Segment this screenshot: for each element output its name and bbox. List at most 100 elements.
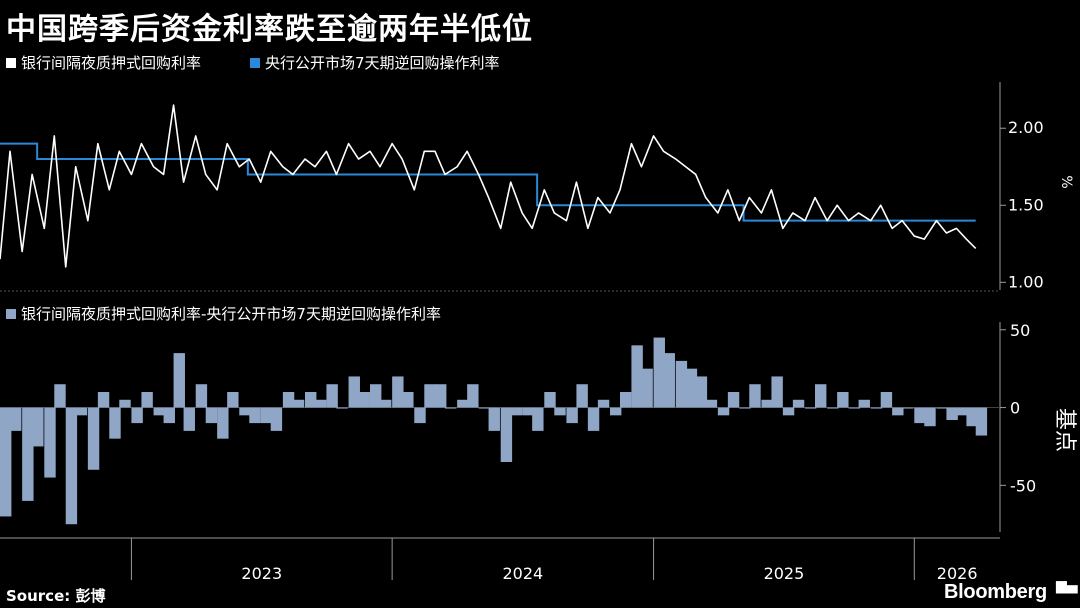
spread-bar xyxy=(183,407,195,431)
spread-bar xyxy=(805,407,817,409)
source-note: Source: 彭博 xyxy=(6,587,106,605)
spread-bar xyxy=(239,407,251,416)
spread-bar xyxy=(924,407,936,427)
spread-bar xyxy=(457,399,469,408)
spread-bar xyxy=(141,392,153,408)
bottom-y-tick-label: 0 xyxy=(1010,399,1020,418)
spread-bar xyxy=(478,407,490,409)
spread-bar xyxy=(653,337,665,408)
top-y-tick-label: 1.50 xyxy=(1008,195,1044,214)
spread-bar xyxy=(119,399,131,408)
spread-bar xyxy=(87,407,100,470)
repo-rate-line xyxy=(0,104,977,268)
spread-bar xyxy=(195,384,208,408)
spread-bar xyxy=(414,407,426,424)
x-tick-label: 2024 xyxy=(502,564,543,583)
spread-bar xyxy=(956,407,968,416)
top-y-tick-label: 1.00 xyxy=(1008,272,1044,291)
spread-bar xyxy=(217,407,229,439)
spread-bar xyxy=(522,407,534,416)
spread-bar xyxy=(858,399,870,408)
spread-bar xyxy=(782,407,795,416)
spread-bar xyxy=(392,376,404,408)
x-tick-label: 2026 xyxy=(937,564,978,583)
spread-bar xyxy=(761,399,773,408)
spread-bar xyxy=(827,407,839,409)
spread-bar xyxy=(315,399,327,408)
spread-bar xyxy=(610,407,622,416)
spread-bar xyxy=(402,392,414,408)
spread-bar xyxy=(500,407,513,462)
spread-bar xyxy=(305,392,317,408)
legend-policy: 央行公开市场7天期逆回购操作利率 xyxy=(250,52,500,73)
spread-bar xyxy=(424,384,436,408)
spread-bar xyxy=(109,407,121,439)
spread-bar xyxy=(695,376,708,408)
spread-bar xyxy=(44,407,56,478)
legend-repo-swatch xyxy=(6,57,16,68)
spread-bar xyxy=(54,384,66,408)
spread-bar xyxy=(510,407,523,416)
spread-bar xyxy=(22,407,34,501)
spread-bar xyxy=(326,384,338,408)
spread-bar xyxy=(705,399,718,408)
spread-bar xyxy=(675,360,688,408)
x-tick-label: 2023 xyxy=(241,564,282,583)
spread-bar xyxy=(227,392,239,408)
spread-bar xyxy=(749,384,761,408)
spread-bar xyxy=(467,384,479,408)
spread-bar xyxy=(380,399,392,408)
spread-bar xyxy=(848,407,860,409)
bottom-y-tick-label: -50 xyxy=(1010,476,1036,495)
spread-bar xyxy=(249,407,261,424)
spread-bar xyxy=(358,392,370,408)
legend-policy-label: 央行公开市场7天期逆回购操作利率 xyxy=(265,54,500,72)
spread-bar xyxy=(914,407,926,424)
policy-rate-line xyxy=(0,142,976,222)
spread-bar xyxy=(936,407,948,409)
spread-bar xyxy=(554,407,566,416)
spread-bar xyxy=(837,392,849,408)
top-y-axis-label: % xyxy=(1058,175,1074,188)
spread-bar xyxy=(260,407,273,424)
spread-bar xyxy=(270,407,283,431)
spread-bar xyxy=(597,399,610,408)
bottom-y-tick-label: 50 xyxy=(1010,321,1030,340)
spread-bar xyxy=(966,407,978,427)
legend-spread: 银行间隔夜质押式回购利率-央行公开市场7天期逆回购操作利率 xyxy=(6,303,441,324)
legend-spread-label: 银行间隔夜质押式回购利率-央行公开市场7天期逆回购操作利率 xyxy=(21,305,441,323)
spread-bar xyxy=(727,392,740,408)
spread-bar xyxy=(685,368,698,408)
spread-bar xyxy=(870,407,883,409)
spread-bar xyxy=(348,376,360,408)
spread-bar xyxy=(631,345,643,408)
spread-bar xyxy=(370,384,382,408)
spread-bar xyxy=(892,407,904,416)
spread-bar xyxy=(336,407,348,409)
spread-bar xyxy=(641,368,653,408)
spread-bar xyxy=(445,407,457,409)
bloomberg-logo: Bloomberg xyxy=(944,581,1047,603)
spread-bar xyxy=(620,392,632,408)
legend-policy-swatch xyxy=(250,57,260,68)
spread-bar xyxy=(566,407,578,424)
spread-bar xyxy=(532,407,544,431)
legend-spread-swatch xyxy=(6,308,16,319)
bottom-y-axis-label: 基点 xyxy=(1052,408,1077,452)
spread-bar xyxy=(65,407,78,525)
spread-bar xyxy=(205,407,218,424)
spread-bar xyxy=(10,407,22,431)
spread-bar xyxy=(663,353,675,408)
spread-bar xyxy=(0,407,12,517)
top-y-tick-label: 2.00 xyxy=(1008,118,1044,137)
spread-bar xyxy=(902,407,914,409)
spread-bar xyxy=(435,384,447,408)
chart-title: 中国跨季后资金利率跌至逾两年半低位 xyxy=(6,12,533,47)
spread-bar xyxy=(163,407,175,424)
spread-bar xyxy=(282,392,295,408)
spread-bar xyxy=(975,407,988,436)
spread-bar xyxy=(815,384,827,408)
spread-bar xyxy=(488,407,500,431)
